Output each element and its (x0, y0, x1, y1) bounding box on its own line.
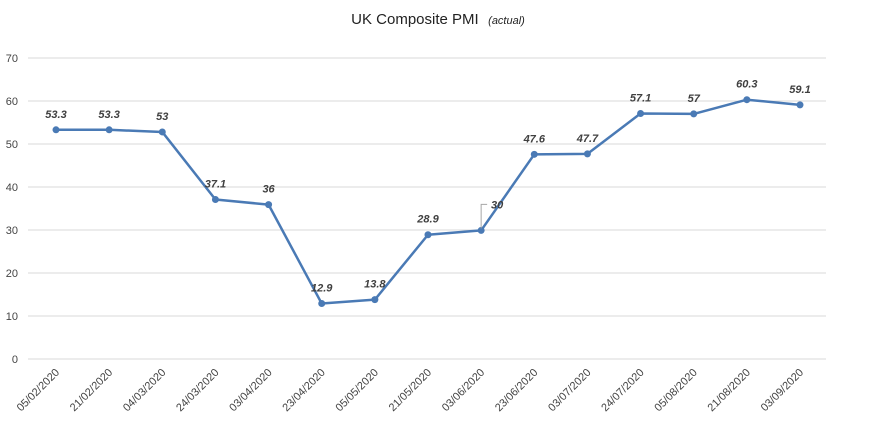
y-tick-label: 40 (6, 182, 18, 194)
x-tick-label: 23/04/2020 (280, 367, 327, 414)
data-label: 30 (491, 199, 504, 211)
chart-title-main: UK Composite PMI (351, 11, 479, 28)
x-tick-label: 05/08/2020 (652, 367, 699, 414)
data-label: 47.6 (523, 133, 546, 145)
x-tick-label: 03/09/2020 (759, 367, 806, 414)
x-tick-label: 05/05/2020 (334, 367, 381, 414)
x-tick-label: 05/02/2020 (15, 367, 62, 414)
y-tick-label: 10 (6, 311, 18, 323)
x-tick-label: 24/03/2020 (174, 367, 221, 414)
data-labels: 53.3 53.3 53 37.1 36 12.9 13.8 28.9 30 47.6 47.7 57… (45, 79, 810, 295)
x-tick-label: 23/06/2020 (493, 367, 540, 414)
data-point (371, 296, 379, 304)
data-point (690, 110, 698, 118)
data-label: 53 (156, 111, 168, 123)
x-tick-label: 24/07/2020 (599, 367, 646, 414)
x-tick-label: 04/03/2020 (121, 367, 168, 414)
series-markers (52, 96, 804, 308)
data-label: 12.9 (311, 283, 333, 295)
x-tick-label: 03/07/2020 (546, 367, 593, 414)
data-label: 36 (262, 184, 275, 196)
x-tick-label: 21/08/2020 (706, 367, 753, 414)
chart-title-sub: (actual) (488, 15, 525, 27)
data-label: 47.7 (576, 133, 599, 145)
data-point (796, 101, 804, 109)
data-label: 57.1 (630, 92, 651, 104)
y-tick-label: 0 (12, 354, 18, 366)
data-point (318, 300, 326, 308)
data-label: 53.3 (98, 109, 119, 121)
chart-title: UK Composite PMI (actual) (351, 11, 525, 28)
gridlines (28, 57, 826, 360)
y-tick-label: 60 (6, 96, 18, 108)
data-point (265, 201, 273, 209)
data-point (530, 150, 538, 158)
x-axis-ticks: 05/02/2020 21/02/2020 04/03/2020 24/03/2020… (15, 367, 806, 414)
y-tick-label: 30 (6, 225, 18, 237)
data-point (637, 109, 645, 117)
data-point (743, 96, 751, 104)
x-tick-label: 03/06/2020 (440, 367, 487, 414)
data-label: 13.8 (364, 279, 386, 291)
data-label: 28.9 (416, 214, 439, 226)
data-point (583, 150, 591, 158)
y-axis-ticks: 0 10 20 30 40 50 60 70 (6, 53, 18, 366)
data-label: 60.3 (736, 79, 757, 91)
x-tick-label: 21/02/2020 (68, 367, 115, 414)
data-point (477, 226, 485, 234)
data-label: 57 (688, 93, 701, 105)
data-label: 53.3 (45, 109, 66, 121)
y-tick-label: 70 (6, 53, 18, 65)
data-label-leader-line (480, 203, 488, 229)
data-point (105, 126, 113, 134)
data-label: 37.1 (205, 178, 226, 190)
y-tick-label: 20 (6, 268, 18, 280)
data-point (52, 126, 60, 134)
x-tick-label: 03/04/2020 (227, 367, 274, 414)
data-point (158, 128, 166, 136)
data-point (424, 231, 432, 239)
data-label: 59.1 (789, 84, 810, 96)
data-point (211, 195, 219, 203)
y-tick-label: 50 (6, 139, 18, 151)
x-tick-label: 21/05/2020 (387, 367, 434, 414)
